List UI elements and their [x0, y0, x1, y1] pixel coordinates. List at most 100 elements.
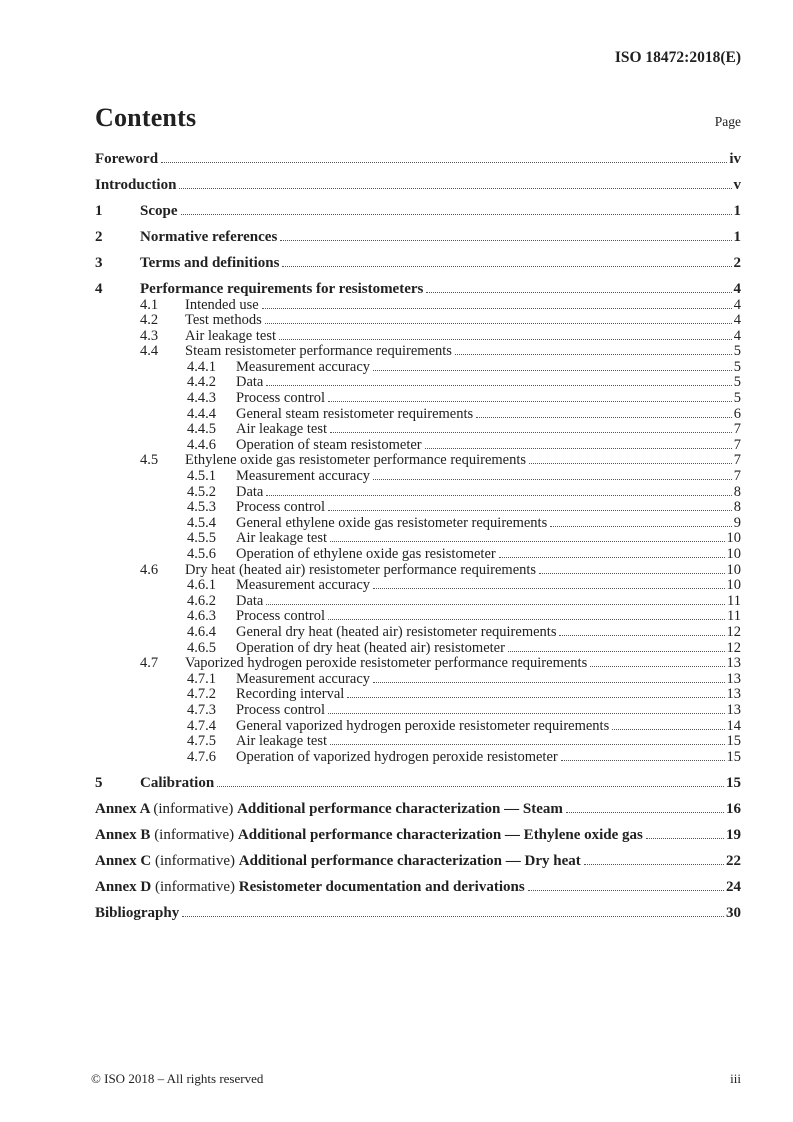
toc-page-number: 5 — [733, 358, 741, 375]
toc-entry-number: 4.4.1 — [187, 358, 216, 375]
toc-entry: Annex C (informative) Additional perform… — [95, 853, 741, 870]
toc-page-number: 11 — [727, 608, 741, 625]
dot-leader — [507, 650, 725, 652]
toc-page-number: 9 — [733, 514, 741, 531]
toc-entry-number: 4.4.3 — [187, 390, 216, 407]
toc-page-number: 30 — [726, 904, 741, 921]
dot-leader — [527, 889, 724, 891]
toc-entry-number: 4.4.6 — [187, 436, 216, 453]
toc-entry: 4.5.3 Process control 8 — [95, 499, 741, 516]
toc-entry-label: Air leakage test — [236, 530, 327, 547]
toc-entry-label: Operation of ethylene oxide gas resistom… — [236, 546, 496, 562]
toc-entry-label: Process control — [236, 390, 325, 407]
toc-entry: 4.4 Steam resistometer performance requir… — [95, 343, 741, 360]
toc-page-number: 13 — [726, 655, 742, 672]
toc-entry-label: Measurement accuracy — [236, 468, 371, 485]
toc-entry-label: General ethylene oxide gas resistometer … — [236, 514, 548, 531]
toc-page-number: 13 — [726, 686, 742, 703]
toc-page-number: 22 — [726, 852, 741, 869]
toc-entry: 4.4.3 Process control 5 — [95, 390, 741, 407]
toc-entry: 4.7.4 General vaporized hydrogen peroxide… — [95, 717, 742, 735]
toc-entry: 4.6 Dry heat (heated air) resistometer pe… — [95, 561, 742, 579]
toc-entry-label: Foreword — [95, 151, 159, 167]
toc-entry-number: 4.7 — [140, 655, 159, 672]
toc-entry-number: 4.6.2 — [187, 592, 216, 609]
toc-page-number: 5 — [733, 374, 741, 391]
toc-entry-number: 4.1 — [140, 296, 159, 313]
toc-page-number: 12 — [726, 623, 742, 640]
toc-page-number: 4 — [733, 312, 741, 329]
toc-page-number: 19 — [726, 826, 741, 843]
dot-leader — [454, 354, 732, 356]
dot-leader — [328, 401, 732, 403]
toc-entry-label: Annex D (informative) Resistometer docum… — [95, 878, 525, 895]
toc-entry: 4.7.3 Process control 13 — [95, 701, 742, 719]
toc-page-number: 8 — [733, 499, 741, 516]
toc-page-number: 4 — [733, 281, 742, 297]
toc-entry-number: 4.5.4 — [187, 514, 216, 531]
toc-entry-number: 4.6.3 — [187, 608, 216, 625]
dot-leader — [330, 541, 725, 543]
toc-page-number: 10 — [726, 530, 742, 547]
dot-leader — [328, 510, 732, 512]
toc-entry: 4.4.5 Air leakage test 7 — [95, 421, 741, 438]
copyright-notice: © ISO 2018 – All rights reserved — [91, 1071, 264, 1086]
toc-entry-label: Calibration — [140, 774, 215, 791]
toc-entry: Bibliography 30 — [95, 905, 741, 922]
toc-page-number: 7 — [733, 421, 741, 438]
dot-leader — [266, 385, 732, 387]
toc-entry: 4.7.6 Operation of vaporized hydrogen per… — [95, 748, 741, 766]
toc-entry: 1 Scope 1 — [95, 203, 741, 220]
toc-entry-label: Process control — [236, 499, 325, 516]
toc-page-number: 14 — [726, 717, 742, 734]
toc-page-number: v — [733, 177, 742, 193]
toc-page-number: iv — [729, 151, 741, 167]
toc-entry-label: Terms and definitions — [140, 255, 280, 271]
dot-leader — [373, 479, 732, 481]
toc-entry: Annex A (informative) Additional perform… — [95, 801, 741, 818]
toc-entry: 4.4.4 General steam resistometer requirem… — [95, 405, 741, 423]
dot-leader — [373, 369, 732, 371]
dot-leader — [645, 837, 724, 839]
toc-entry: 4.3 Air leakage test 4 — [95, 327, 741, 345]
document-reference: ISO 18472:2018(E) — [614, 49, 741, 66]
toc-entry-number: 3 — [95, 255, 103, 271]
dot-leader — [180, 214, 732, 215]
toc-entry-number: 4.4.4 — [187, 405, 216, 422]
toc-entry: 4.5.1 Measurement accuracy 7 — [95, 468, 741, 485]
toc-page-number: 16 — [726, 800, 741, 817]
toc-entry-label: Intended use — [185, 296, 259, 313]
toc-page-number: 7 — [733, 436, 741, 453]
toc-entry: 4.5.6 Operation of ethylene oxide gas res… — [95, 546, 741, 563]
toc-entry-number: 4.5.6 — [187, 546, 216, 562]
toc-entry-number: 4.7.6 — [187, 748, 216, 765]
toc-page-number: 7 — [733, 468, 741, 485]
toc-entry-number: 4.5.3 — [187, 499, 216, 516]
toc-entry: 4.5.4 General ethylene oxide gas resistom… — [95, 514, 741, 532]
toc-entry: 4.7 Vaporized hydrogen peroxide resistome… — [95, 655, 742, 672]
page-title: Contents — [95, 103, 197, 132]
toc-entry-label: Introduction — [95, 177, 177, 193]
toc-entry: 4.6.2 Data 11 — [95, 592, 741, 610]
toc-entry-label: Bibliography — [95, 904, 180, 921]
dot-leader — [280, 240, 732, 241]
toc-entry-label: Air leakage test — [185, 327, 276, 344]
toc-entry-number: 4.2 — [140, 312, 159, 329]
toc-page-number: 10 — [726, 561, 742, 578]
toc-entry: 4 Performance requirements for resistomet… — [95, 281, 741, 298]
toc-page-number: 2 — [733, 255, 742, 271]
toc-page-number: 7 — [733, 452, 741, 469]
dot-leader — [498, 557, 725, 558]
toc-entry: 2 Normative references 1 — [95, 229, 741, 246]
toc-entry-label: Data — [236, 483, 264, 500]
toc-entry-number: 4.7.5 — [187, 733, 216, 750]
toc-entry-label: General dry heat (heated air) resistomet… — [236, 623, 557, 640]
dot-leader — [330, 744, 725, 746]
toc-entry: Introduction v — [95, 177, 741, 194]
toc-entry-label: Operation of dry heat (heated air) resis… — [236, 639, 505, 656]
toc-entry-label: Vaporized hydrogen peroxide resistometer… — [185, 655, 588, 672]
toc-entry-label: Air leakage test — [236, 733, 327, 750]
dot-leader — [282, 266, 732, 267]
toc-page-number: 6 — [733, 405, 741, 422]
toc-page-number: 13 — [726, 701, 742, 718]
